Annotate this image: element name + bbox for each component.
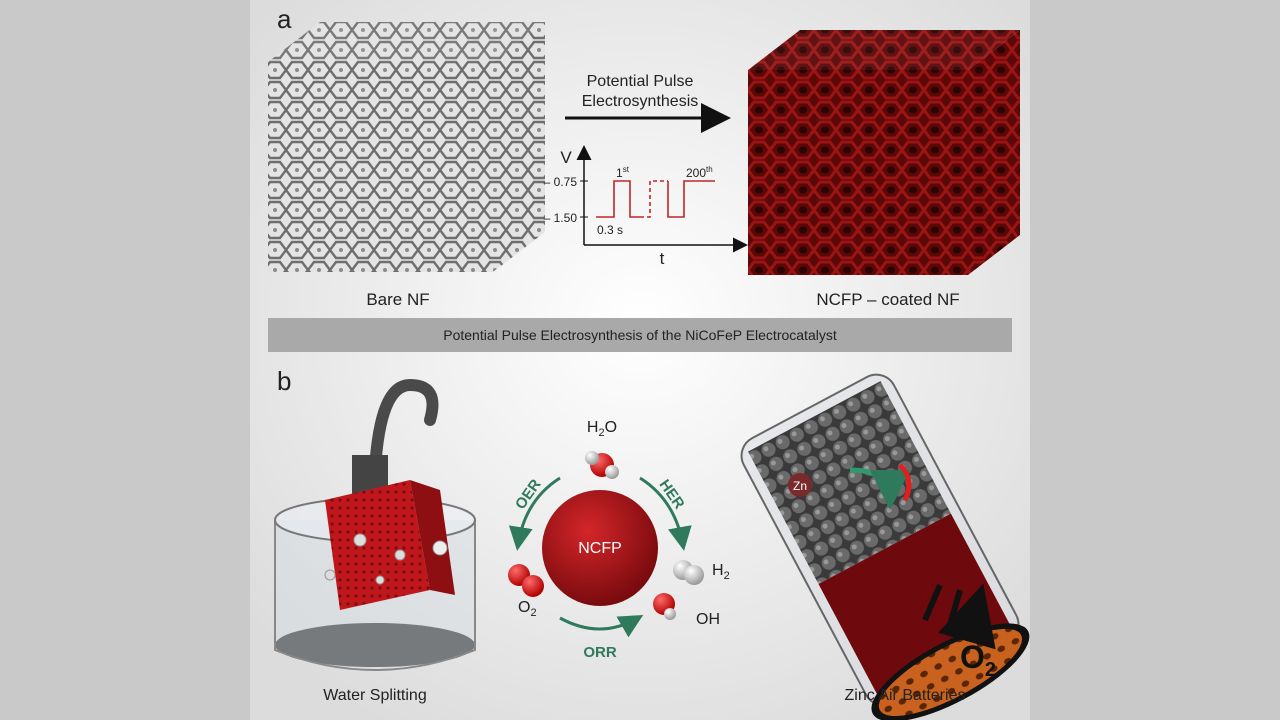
- pulse-label: 200th: [686, 165, 713, 180]
- element: O: [960, 639, 985, 675]
- superscript: st: [623, 165, 630, 174]
- banner-text: Potential Pulse Electrosynthesis of the …: [443, 327, 837, 343]
- bare-foam-cube: [268, 22, 545, 272]
- species-label: H2O: [587, 419, 617, 439]
- coated-foam-cube: [748, 30, 1020, 275]
- pulse-graph: [576, 145, 748, 253]
- pulse-label: 1st: [616, 165, 630, 180]
- tick-label: – 0.75: [544, 175, 578, 189]
- o2-label: O2: [960, 639, 996, 681]
- tick-label: – 1.50: [544, 211, 578, 225]
- axis-label: V: [560, 148, 572, 167]
- ion-arrow: [849, 467, 910, 510]
- superscript: th: [706, 165, 713, 174]
- banner: [268, 318, 1012, 352]
- duration-label: 0.3 s: [597, 223, 623, 237]
- panel-label: b: [277, 366, 291, 396]
- element: O: [518, 599, 530, 616]
- species-label: OH: [696, 611, 720, 628]
- caption: Zinc Air Batteries: [845, 687, 966, 704]
- element: O: [605, 419, 617, 436]
- species-label: O2: [518, 599, 537, 619]
- number: 1: [616, 166, 623, 180]
- arrow-text: Potential Pulse: [587, 73, 694, 90]
- reaction-label: ORR: [583, 644, 617, 661]
- species-label: H2: [712, 562, 730, 582]
- element: H: [587, 419, 599, 436]
- caption: Water Splitting: [323, 687, 426, 704]
- subscript: 2: [724, 570, 730, 582]
- subscript: 2: [985, 659, 996, 681]
- axis-label: t: [660, 249, 665, 268]
- subscript: 2: [530, 607, 536, 619]
- arrow-text: Electrosynthesis: [582, 93, 699, 110]
- water-splitting-beaker: [274, 378, 476, 671]
- element: H: [712, 562, 724, 579]
- caption: NCFP – coated NF: [816, 290, 959, 309]
- catalysis-cycle: [508, 451, 704, 638]
- panel-label: a: [277, 4, 292, 34]
- subscript: 2: [598, 427, 604, 439]
- airflow-arrows: [922, 585, 980, 630]
- center-label: NCFP: [578, 540, 622, 557]
- zn-label: Zn: [793, 479, 807, 493]
- caption: Bare NF: [366, 290, 429, 309]
- ion-arrow: [898, 463, 912, 502]
- number: 200: [686, 166, 706, 180]
